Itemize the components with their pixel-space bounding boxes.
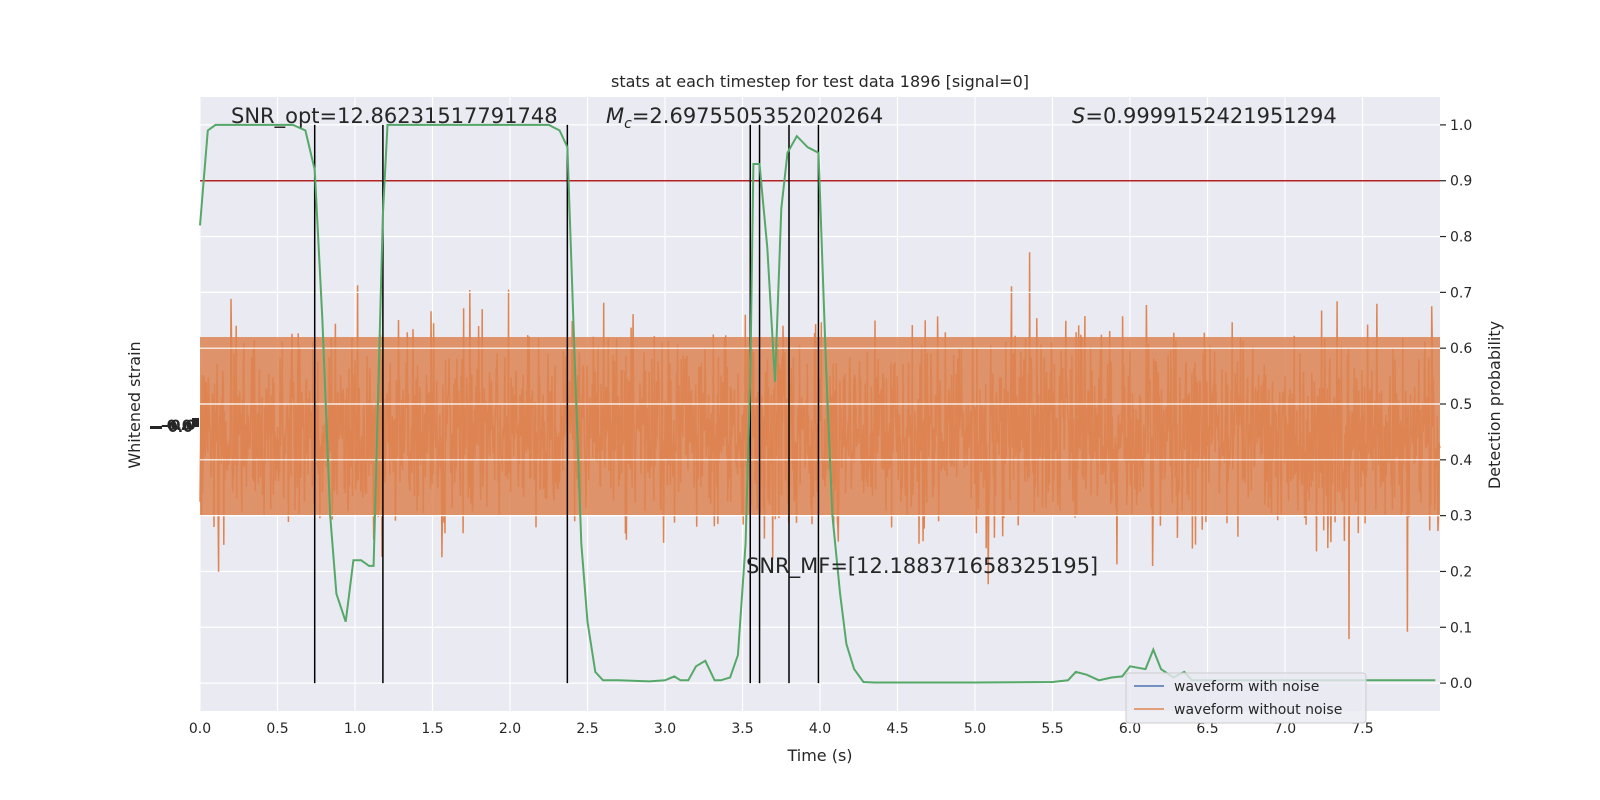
x-tick-label: 4.5 xyxy=(886,721,908,737)
x-tick-label: 0.5 xyxy=(266,721,288,737)
x-tick-label: 1.0 xyxy=(344,721,366,737)
x-tick-label: 6.5 xyxy=(1196,721,1218,737)
y-tick-label: 0.7 xyxy=(1450,285,1472,301)
y-tick-label: 0.6 xyxy=(1450,341,1472,357)
legend: waveform with noise waveform without noi… xyxy=(1125,672,1367,724)
detection-probability-line xyxy=(199,123,1436,684)
left-tick-label: -0.0 xyxy=(161,418,192,434)
y-tick-label: 0.4 xyxy=(1450,453,1472,469)
y-tick-label: 0.5 xyxy=(1450,397,1472,413)
x-tick-label: 5.5 xyxy=(1041,721,1063,737)
snr-opt-annotation: SNR_opt=12.86231517791748 xyxy=(231,104,558,129)
chirp-mass-annotation: Mc=2.6975505352020264 xyxy=(606,104,883,132)
legend-box xyxy=(1125,672,1367,724)
x-axis-ticks: 0.0 0.5 1.0 1.5 2.0 2.5 3.0 3.5 4.0 4.5 5.0 5.5 6.0 6… xyxy=(189,721,1374,737)
x-tick-label: 1.5 xyxy=(421,721,443,737)
x-tick-label: 5.0 xyxy=(964,721,986,737)
y-tick-label: 1.0 xyxy=(1450,118,1472,134)
y-tick-label: 0.9 xyxy=(1450,174,1472,190)
y-axis-label-right: Detection probability xyxy=(1485,321,1504,489)
x-tick-label: 0.0 xyxy=(189,721,211,737)
left-axis-overlapping-ticks: -0.0 -0.0 0.0 xyxy=(150,418,199,436)
y-tick-label: 0.0 xyxy=(1450,676,1472,692)
probability-line xyxy=(199,123,1436,684)
y-right-axis-ticks: 0.0 0.1 0.2 0.3 0.4 0.5 0.6 0.7 0.8 0.9 1.0 xyxy=(1440,118,1472,692)
snr-mf-annotation: SNR_MF=[12.188371658325195] xyxy=(746,554,1098,579)
score-annotation: S=0.9999152421951294 xyxy=(1072,104,1337,128)
x-tick-label: 2.5 xyxy=(576,721,598,737)
x-axis-label: Time (s) xyxy=(786,746,852,765)
y-tick-label: 0.1 xyxy=(1450,620,1472,636)
left-tick-label: 0.0 xyxy=(168,420,193,436)
x-tick-label: 7.0 xyxy=(1274,721,1296,737)
x-tick-label: 3.5 xyxy=(731,721,753,737)
x-tick-label: 2.0 xyxy=(499,721,521,737)
y-tick-label: 0.3 xyxy=(1450,509,1472,525)
left-tick-label: -0.0 xyxy=(165,418,196,434)
waveform-core-band xyxy=(200,337,1440,516)
strain-waveform xyxy=(199,252,1441,640)
y-tick-label: 0.8 xyxy=(1450,230,1472,246)
x-tick-label: 7.5 xyxy=(1351,721,1373,737)
y-axis-label-left: Whitened strain xyxy=(125,341,144,468)
x-tick-label: 3.0 xyxy=(654,721,676,737)
legend-label-clean: waveform without noise xyxy=(1174,702,1342,718)
x-tick-label: 4.0 xyxy=(809,721,831,737)
y-tick-label: 0.2 xyxy=(1450,564,1472,580)
legend-label-noise: waveform with noise xyxy=(1174,679,1319,695)
chart-title: stats at each timestep for test data 189… xyxy=(611,72,1029,91)
x-tick-label: 6.0 xyxy=(1119,721,1141,737)
